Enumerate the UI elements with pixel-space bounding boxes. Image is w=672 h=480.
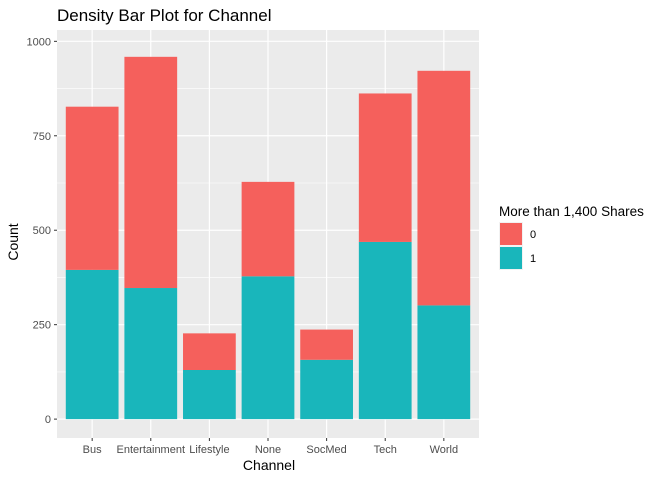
bar-none-series-0 <box>241 181 295 277</box>
x-tick-label-bus: Bus <box>83 444 102 456</box>
x-tick-label-lifestyle: Lifestyle <box>189 444 229 456</box>
bar-world-series-0 <box>417 70 471 306</box>
bar-bus-series-1 <box>65 269 119 420</box>
legend-key-1 <box>500 247 522 269</box>
x-tick-label-entertainment: Entertainment <box>117 444 185 456</box>
y-tick-label: 1000 <box>27 36 51 48</box>
x-tick-label-socmed: SocMed <box>306 444 346 456</box>
legend-title: More than 1,400 Shares <box>499 204 644 219</box>
bar-lifestyle-series-0 <box>183 333 236 370</box>
legend-key-0 <box>500 223 522 245</box>
bar-socmed-series-0 <box>300 329 353 360</box>
bar-none-series-1 <box>241 276 295 420</box>
y-tick-label: 750 <box>33 131 51 143</box>
legend: More than 1,400 Shares 0 1 <box>499 204 644 270</box>
bars <box>65 56 471 420</box>
y-tick-label: 500 <box>33 225 51 237</box>
x-tick-label-none: None <box>255 444 281 456</box>
chart-title: Density Bar Plot for Channel <box>57 6 272 25</box>
x-axis: Bus Entertainment Lifestyle None SocMed Tech W… <box>83 438 458 456</box>
x-tick-label-world: World <box>430 444 459 456</box>
bar-entertainment-series-1 <box>124 288 178 420</box>
y-axis-title: Count <box>5 223 21 260</box>
x-axis-title: Channel <box>243 457 295 473</box>
y-tick-label: 0 <box>45 414 51 426</box>
bar-world-series-1 <box>417 305 471 420</box>
bar-tech-series-1 <box>358 241 412 420</box>
bar-entertainment-series-0 <box>124 56 178 289</box>
bar-tech-series-0 <box>358 93 412 242</box>
bar-bus-series-0 <box>65 106 119 270</box>
y-axis: 0 250 500 750 1000 <box>27 36 57 426</box>
x-tick-label-tech: Tech <box>374 444 397 456</box>
legend-label-0: 0 <box>530 229 536 241</box>
bar-socmed-series-1 <box>300 359 353 420</box>
legend-label-1: 1 <box>530 253 536 265</box>
bar-lifestyle-series-1 <box>183 370 236 420</box>
y-tick-label: 250 <box>33 320 51 332</box>
